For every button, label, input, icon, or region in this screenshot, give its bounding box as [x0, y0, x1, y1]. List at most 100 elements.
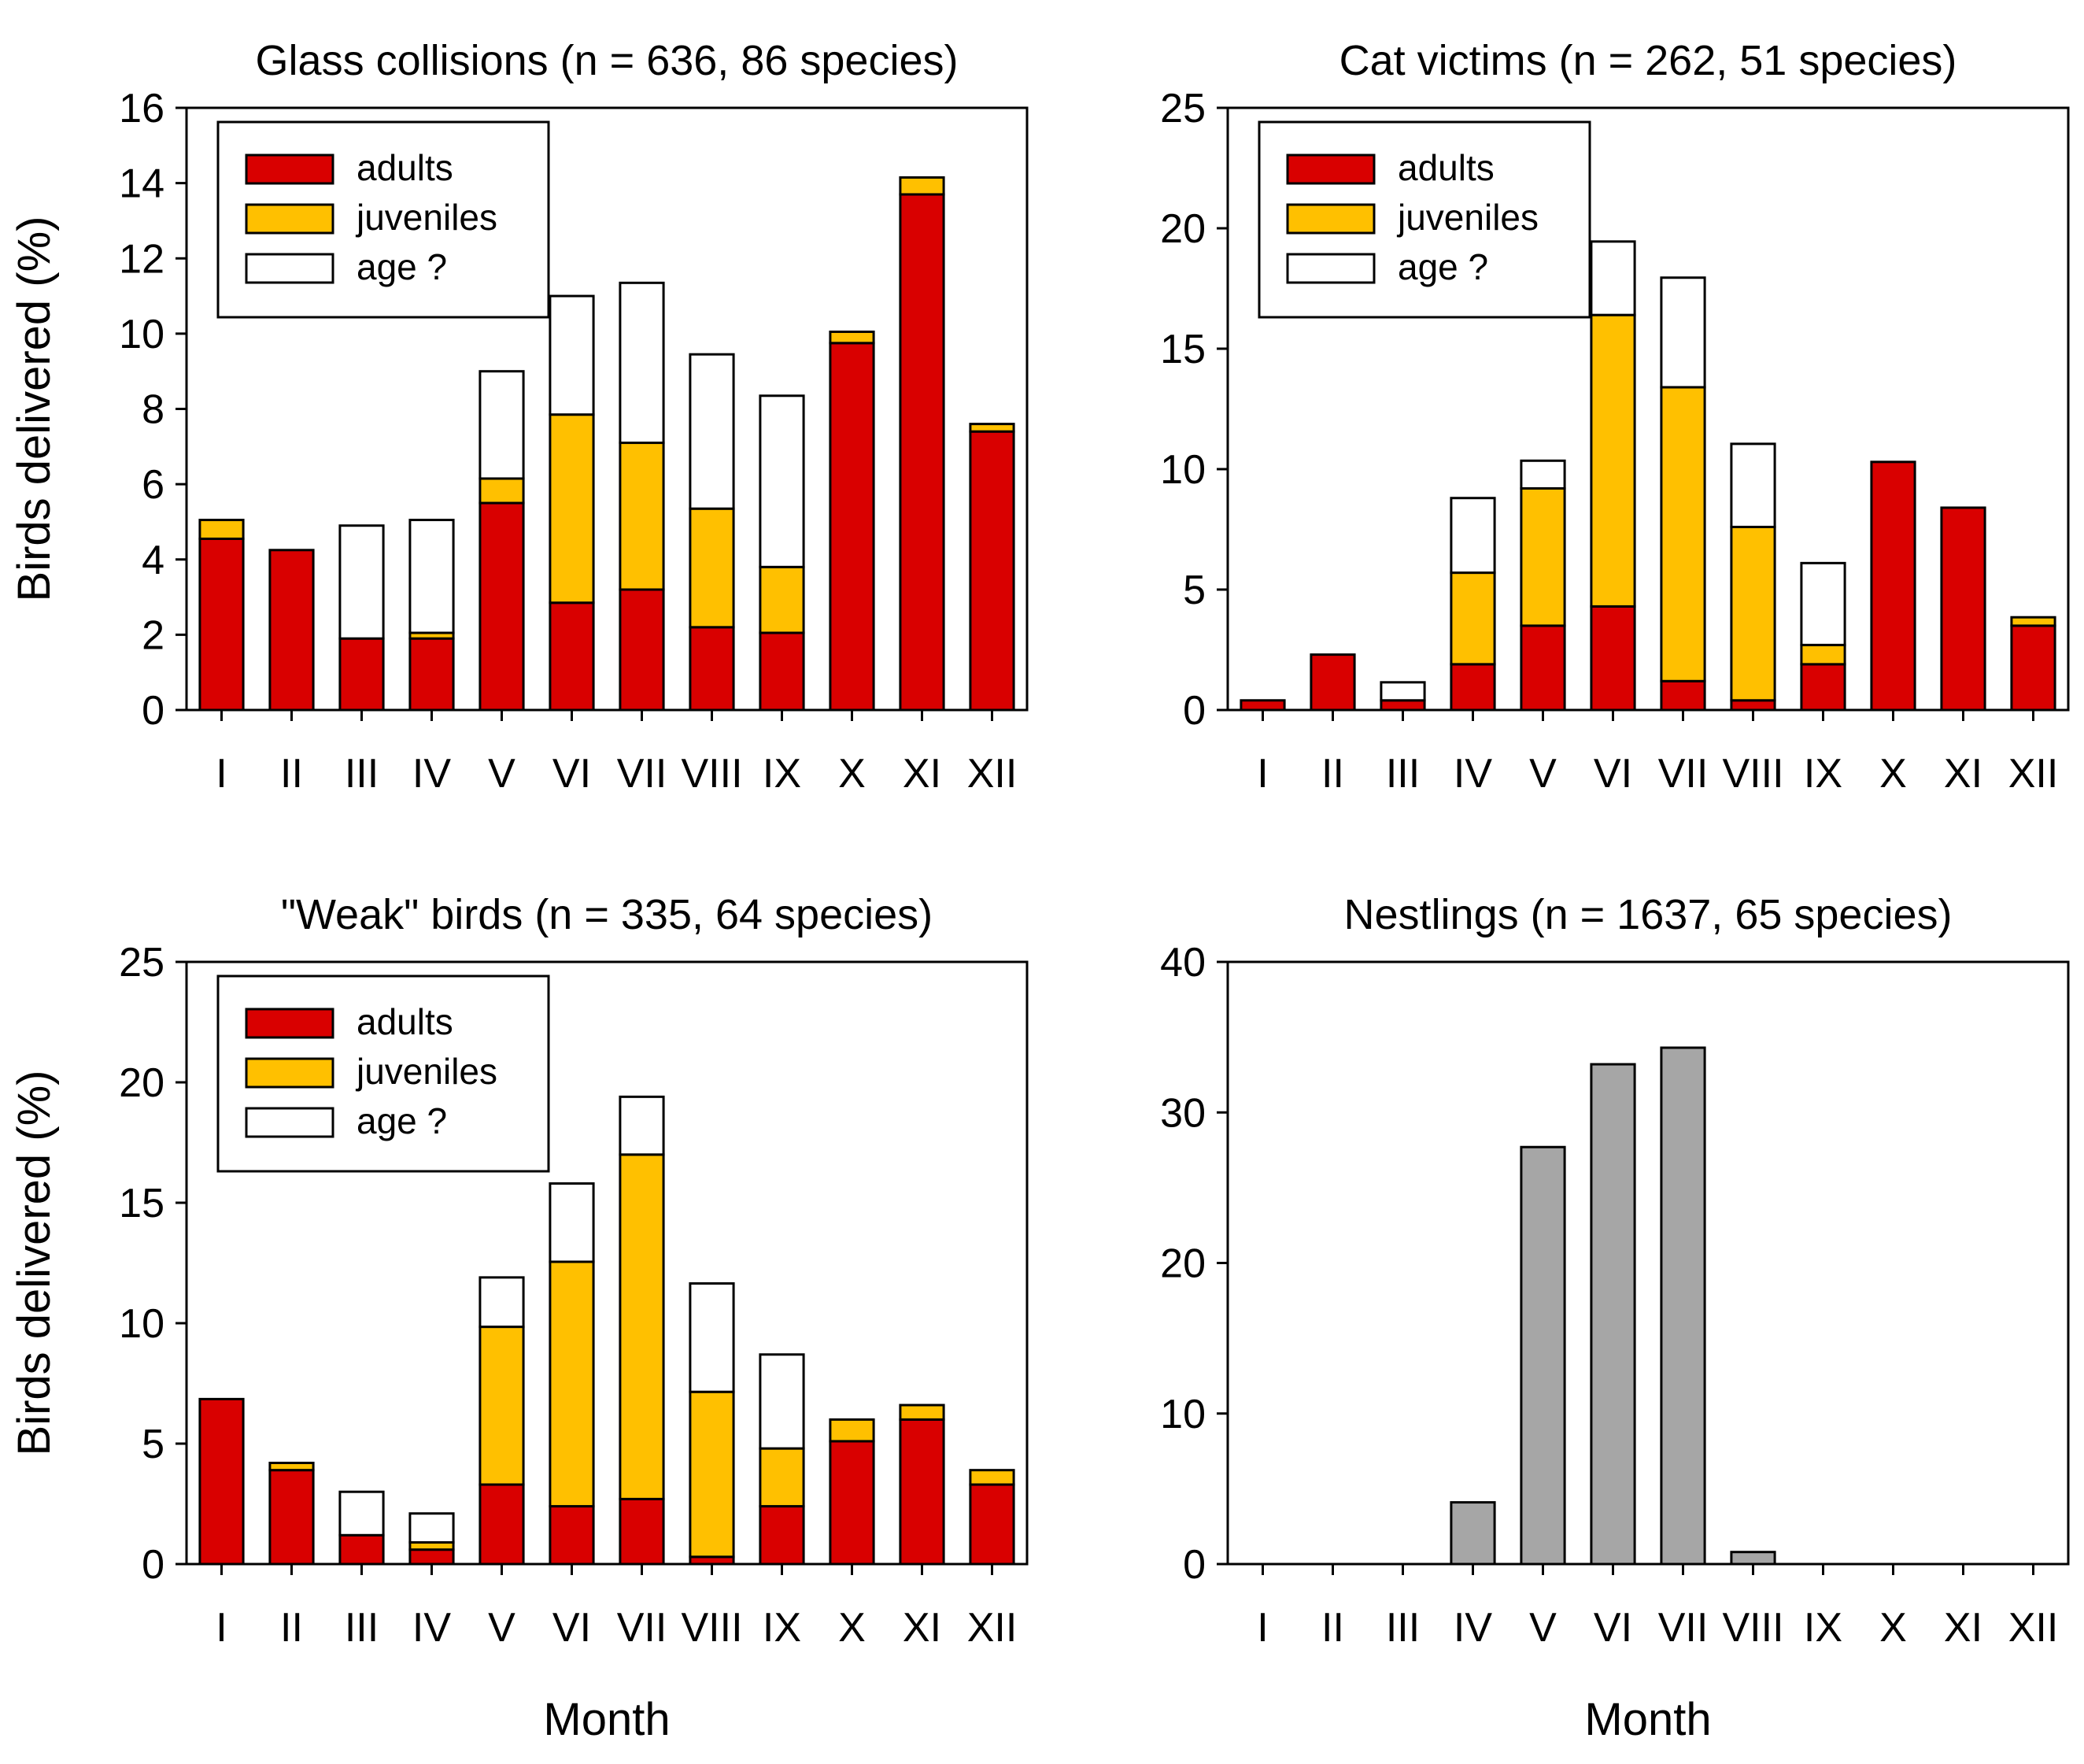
- bar-juveniles-vii: [619, 442, 665, 591]
- bar-juveniles-vi: [1590, 313, 1636, 608]
- x-tick-label: II: [280, 751, 303, 797]
- bar-adults-iv: [1450, 663, 1496, 712]
- panel-glass-collisions: Glass collisions (n = 636, 86 species) I I…: [9, 37, 1029, 797]
- y-tick-label: 0: [142, 688, 164, 734]
- legend-label-age-unknown: age ?: [357, 246, 447, 287]
- bar-juveniles-x: [829, 1418, 875, 1443]
- y-tick-label: 30: [1160, 1090, 1206, 1136]
- chart-title: Cat victims (n = 262, 51 species): [1339, 37, 1957, 84]
- bar-nestlings-v: [1520, 1145, 1566, 1566]
- y-tick-label: 25: [119, 940, 164, 986]
- bar-juveniles-v: [479, 1326, 525, 1486]
- x-axis-label: Month: [543, 1694, 670, 1745]
- bar-age-v: [1520, 459, 1566, 490]
- bar-adults-iii: [1380, 699, 1426, 712]
- x-tick-label: V: [488, 751, 515, 797]
- bar-adults-vii: [619, 1497, 665, 1566]
- panel-nestlings: Nestlings (n = 1637, 65 species)I II III IV…: [1160, 891, 2070, 1745]
- x-tick-label: XI: [903, 1605, 941, 1651]
- x-tick-label: IV: [1454, 1605, 1492, 1651]
- bar-adults-x: [1870, 460, 1916, 712]
- x-tick-label: XI: [1944, 1605, 1982, 1651]
- legend-label-age-unknown: age ?: [1398, 246, 1488, 287]
- bar-nestlings-vii: [1660, 1046, 1706, 1566]
- panel-cat-victims: Cat victims (n = 262, 51 species)I II III I…: [1160, 37, 2070, 797]
- x-tick-label: II: [280, 1605, 303, 1651]
- bar-juveniles-viii: [1730, 525, 1776, 702]
- bar-adults-xi: [899, 1418, 945, 1566]
- bar-nestlings-iv: [1450, 1501, 1496, 1566]
- bar-age-vii: [1660, 276, 1706, 389]
- y-tick-label: 10: [1160, 1392, 1206, 1437]
- chart-title: Glass collisions (n = 636, 86 species): [256, 37, 959, 84]
- y-tick-label: 0: [1183, 1542, 1206, 1588]
- bar-age-v: [479, 370, 525, 480]
- x-tick-label: IV: [1454, 751, 1492, 797]
- plot-frame: [1226, 960, 2070, 1566]
- x-tick-label: III: [1386, 751, 1420, 797]
- legend-swatch-adults: [245, 153, 334, 185]
- y-tick-label: 8: [142, 387, 164, 433]
- bar-adults-xii: [969, 1483, 1015, 1566]
- bar-age-iv: [408, 519, 455, 634]
- x-tick-label: VI: [1594, 1605, 1632, 1651]
- legend: adults juveniles age ?: [1258, 120, 1591, 319]
- legend-swatch-age-unknown: [245, 1107, 334, 1138]
- legend-label-age-unknown: age ?: [357, 1100, 447, 1141]
- x-tick-label: XII: [2008, 751, 2059, 797]
- bar-age-iv: [408, 1512, 455, 1544]
- x-tick-label: II: [1321, 751, 1344, 797]
- bar-adults-xii: [2010, 624, 2056, 712]
- x-tick-label: XI: [1944, 751, 1982, 797]
- bar-adults-x: [829, 1440, 875, 1566]
- bar-age-iii: [338, 524, 385, 640]
- bar-juveniles-x: [829, 330, 875, 345]
- legend: adults juveniles age ?: [216, 120, 550, 319]
- bar-adults-vi: [1590, 605, 1636, 712]
- bar-nestlings-viii: [1730, 1551, 1776, 1566]
- y-tick-label: 10: [1160, 447, 1206, 493]
- legend-swatch-adults: [245, 1008, 334, 1039]
- legend-swatch-age-unknown: [1286, 253, 1376, 284]
- y-tick-label: 6: [142, 462, 164, 508]
- bar-adults-ii: [268, 549, 315, 712]
- bar-juveniles-i: [198, 519, 245, 540]
- plot-frame: [185, 960, 1029, 1566]
- x-tick-label: IX: [763, 751, 801, 797]
- y-tick-label: 4: [142, 538, 164, 583]
- y-axis-label: Birds delivered (%): [9, 1071, 60, 1456]
- y-tick-label: 2: [142, 612, 164, 658]
- legend-label-adults: adults: [1398, 147, 1495, 188]
- x-tick-label: V: [488, 1605, 515, 1651]
- x-tick-label: X: [838, 751, 866, 797]
- bar-juveniles-vi: [549, 1260, 595, 1508]
- bar-juveniles-vii: [619, 1153, 665, 1500]
- legend-swatch-age-unknown: [245, 253, 334, 284]
- bar-age-vi: [549, 294, 595, 416]
- x-tick-label: VII: [1658, 751, 1709, 797]
- x-tick-label: X: [1879, 1605, 1907, 1651]
- bar-age-iii: [338, 1490, 385, 1537]
- x-tick-label: VI: [552, 1605, 591, 1651]
- x-tick-label: IX: [1804, 1605, 1842, 1651]
- bar-adults-v: [479, 1483, 525, 1566]
- bar-juveniles-ix: [1800, 643, 1846, 666]
- x-tick-label: XI: [903, 751, 941, 797]
- bar-adults-i: [198, 537, 245, 712]
- bar-adults-x: [829, 342, 875, 712]
- bar-adults-vi: [549, 601, 595, 712]
- x-tick-label: X: [1879, 751, 1907, 797]
- bar-age-iv: [1450, 497, 1496, 575]
- x-tick-label: III: [345, 751, 379, 797]
- legend-swatch-juveniles: [1286, 203, 1376, 235]
- y-tick-label: 15: [119, 1181, 164, 1226]
- bar-adults-iii: [338, 637, 385, 712]
- bar-juveniles-xii: [969, 1469, 1015, 1486]
- bar-adults-xi: [1940, 506, 1986, 712]
- bar-adults-xi: [899, 193, 945, 712]
- x-tick-label: V: [1529, 1605, 1557, 1651]
- x-tick-label: I: [216, 1605, 227, 1651]
- y-tick-label: 0: [1183, 688, 1206, 734]
- bar-age-viii: [1730, 442, 1776, 528]
